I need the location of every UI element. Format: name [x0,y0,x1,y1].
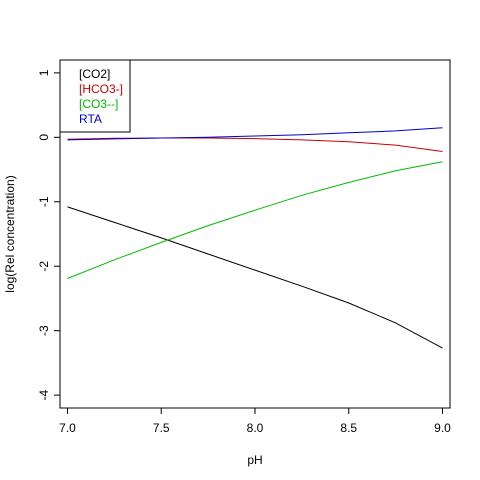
series-lines [67,127,443,349]
legend-entry: [HCO3-] [79,82,123,96]
x-axis: 7.0 7.5 8.0 8.5 9.0 [59,407,451,435]
x-tick-label: 8.5 [340,421,357,435]
y-axis-label: log(Rel concentration) [3,175,17,292]
x-tick-label: 7.0 [59,421,76,435]
legend: [CO2][HCO3-][CO3--]RTA [59,59,131,133]
x-tick-label: 7.5 [153,421,170,435]
y-tick-label: -1 [37,196,51,207]
y-tick-label: 0 [37,134,51,141]
series-line [67,161,443,279]
series-line [67,127,443,141]
x-tick-label: 8.0 [247,421,264,435]
y-tick-label: -3 [37,325,51,336]
legend-box [59,59,131,133]
legend-entry: [CO3--] [79,97,118,111]
y-tick-label: -2 [37,261,51,272]
y-tick-label: -4 [37,389,51,400]
x-axis-label: pH [247,453,262,467]
x-tick-label: 9.0 [434,421,451,435]
y-tick-label: 1 [37,69,51,76]
series-line [67,206,443,349]
legend-entry: RTA [79,112,102,126]
legend-entry: [CO2] [79,67,110,81]
